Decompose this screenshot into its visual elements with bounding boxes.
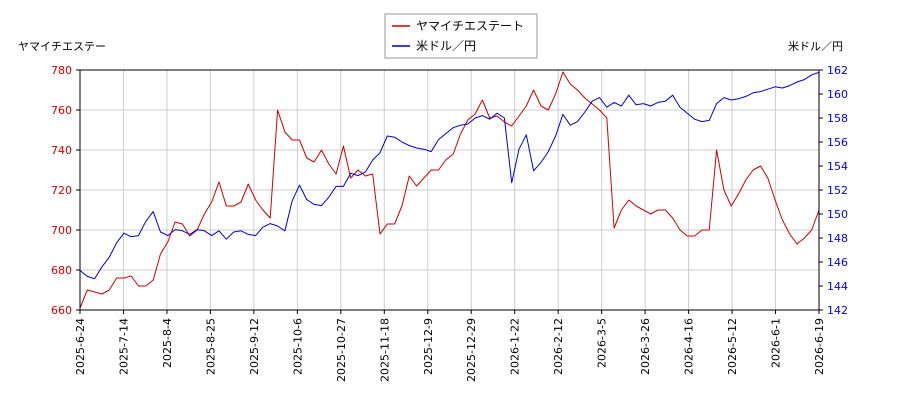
x-tick-label: 2026-5-12: [726, 318, 739, 375]
y-right-tick-label: 150: [827, 208, 848, 221]
legend: ヤマイチエステート 米ドル／円: [384, 13, 538, 59]
x-tick-label: 2025-12-29: [465, 318, 478, 382]
series-line-yamaichi: [79, 71, 820, 309]
x-tick-label: 2025-10-6: [291, 318, 304, 375]
y-right-axis-title: 米ドル／円: [788, 40, 843, 53]
legend-label-yamaichi: ヤマイチエステート: [416, 19, 524, 33]
x-tick-label: 2025-6-24: [74, 318, 87, 375]
y-right-tick-label: 148: [827, 232, 848, 245]
y-right-tick-label: 144: [827, 280, 848, 293]
x-tick-label: 2025-12-9: [422, 318, 435, 375]
x-tick-label: 2026-3-26: [639, 318, 652, 375]
x-tick-label: 2025-10-27: [335, 318, 348, 382]
y-right-tick-label: 156: [827, 136, 848, 149]
y-right-tick-label: 152: [827, 184, 848, 197]
y-left-tick-label: 700: [51, 224, 72, 237]
y-right-tick-label: 160: [827, 88, 848, 101]
x-tick-label: 2026-6-19: [813, 318, 826, 375]
x-tick-label: 2026-1-22: [509, 318, 522, 375]
y-right-tick-label: 146: [827, 256, 848, 269]
x-tick-label: 2025-8-25: [204, 318, 217, 375]
y-left-tick-label: 780: [51, 64, 72, 77]
y-right-tick-label: 162: [827, 64, 848, 77]
series-layer: [79, 71, 820, 309]
x-tick-label: 2026-3-5: [596, 318, 609, 368]
x-tick-label: 2025-11-18: [378, 318, 391, 382]
x-tick-label: 2026-4-16: [683, 318, 696, 375]
y-left-tick-label: 680: [51, 264, 72, 277]
y-right-tick-label: 158: [827, 112, 848, 125]
legend-box: [384, 13, 538, 59]
axis-layer: 2025-6-24 2025-7-14 2025-8-4 2025-8-25 2025-…: [51, 64, 848, 382]
y-left-tick-label: 740: [51, 144, 72, 157]
y-left-axis-title: ヤマイチエステー: [18, 40, 106, 53]
x-tick-label: 2026-2-12: [552, 318, 565, 375]
x-tick-label: 2026-6-1: [770, 318, 783, 368]
legend-label-usdjpy: 米ドル／円: [416, 39, 476, 53]
x-tick-label: 2025-8-4: [161, 318, 174, 368]
y-left-tick-label: 660: [51, 304, 72, 317]
series-line-usdjpy: [79, 71, 820, 280]
y-left-tick-label: 720: [51, 184, 72, 197]
y-right-tick-label: 154: [827, 160, 848, 173]
y-right-tick-label: 142: [827, 304, 848, 317]
x-tick-label: 2025-7-14: [117, 318, 130, 375]
y-left-tick-label: 760: [51, 104, 72, 117]
x-tick-label: 2025-9-12: [248, 318, 261, 375]
